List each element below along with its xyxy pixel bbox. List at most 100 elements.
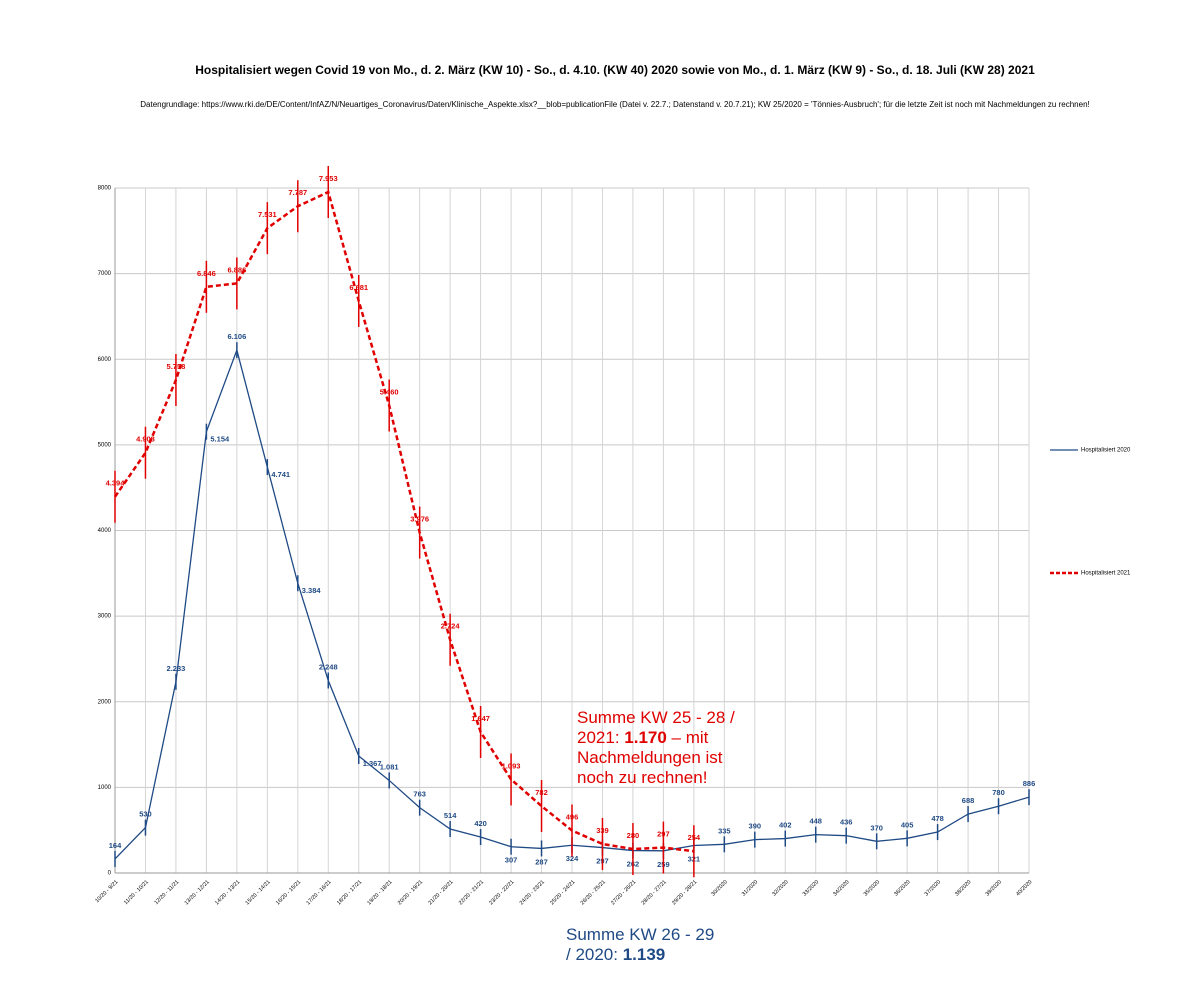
data-label: 4.394 (106, 479, 126, 488)
chart-title: Hospitalisiert wegen Covid 19 von Mo., d… (195, 63, 1035, 77)
data-label: 782 (535, 788, 548, 797)
legend-label: Hospitalisiert 2021 (1081, 571, 1131, 577)
x-tick-label: 33/2020 (802, 879, 820, 897)
x-tick-label: 40/2020 (1015, 879, 1033, 897)
y-tick-label: 4000 (98, 528, 112, 534)
x-tick-label: 23/20 - 22/21 (488, 879, 515, 906)
annotation-bold: 1.170 (624, 728, 667, 747)
x-tick-label: 29/20 - 28/21 (671, 879, 698, 906)
x-tick-label: 38/2020 (954, 879, 972, 897)
x-tick-label: 24/20 - 23/21 (519, 879, 546, 906)
annotation-bold: 1.139 (622, 945, 666, 964)
data-label: 297 (657, 830, 670, 839)
data-label: 254 (688, 833, 701, 842)
x-tick-label: 16/20 - 15/21 (275, 879, 302, 906)
data-label: 390 (749, 822, 762, 831)
data-label: 6.846 (197, 269, 216, 278)
data-label: 1.093 (502, 761, 521, 770)
data-label: 5.460 (380, 387, 399, 396)
x-tick-label: 32/2020 (771, 879, 789, 897)
x-tick-label: 18/20 - 17/21 (336, 879, 363, 906)
x-tick-label: 22/20 - 21/21 (458, 879, 485, 906)
data-label: 3.976 (410, 515, 429, 524)
y-tick-label: 7000 (98, 271, 112, 277)
x-tick-label: 30/2020 (710, 879, 728, 897)
y-tick-label: 2000 (98, 699, 112, 705)
data-label: 4.741 (271, 470, 290, 479)
legend-label: Hospitalisiert 2020 (1081, 448, 1131, 454)
data-label: 287 (535, 857, 548, 866)
data-label: 5.758 (167, 362, 186, 371)
data-label: 405 (901, 820, 914, 829)
y-tick-label: 8000 (98, 186, 112, 192)
x-tick-label: 27/20 - 26/21 (610, 879, 637, 906)
x-tick-label: 12/20 - 11/21 (153, 879, 180, 906)
x-tick-label: 13/20 - 12/21 (184, 879, 211, 906)
data-label: 478 (931, 814, 944, 823)
y-tick-label: 1000 (98, 785, 112, 791)
x-tick-label: 31/2020 (741, 879, 759, 897)
data-label: 3.384 (302, 586, 322, 595)
series-line (113, 190, 695, 853)
data-label: 2.724 (441, 622, 461, 631)
data-label: 436 (840, 818, 853, 827)
x-tick-label: 15/20 - 14/21 (245, 879, 272, 906)
data-label: 6.681 (349, 283, 368, 292)
annotation-text: – mit Nachmeldungen ist noch zu rechnen! (577, 728, 723, 787)
x-tick-label: 28/20 - 27/21 (641, 879, 668, 906)
x-tick-label: 25/20 - 24/21 (549, 879, 576, 906)
y-tick-label: 5000 (98, 442, 112, 448)
data-label: 324 (566, 854, 579, 863)
data-label: 763 (413, 790, 426, 799)
y-tick-label: 0 (108, 871, 112, 877)
x-tick-label: 11/20 - 10/21 (123, 879, 150, 906)
data-label: 6.886 (227, 265, 246, 274)
x-tick-label: 10/20 - 9/21 (94, 879, 119, 904)
x-tick-label: 14/20 - 13/21 (214, 879, 241, 906)
data-label: 4.908 (136, 435, 155, 444)
y-tick-label: 3000 (98, 614, 112, 620)
x-tick-label: 20/20 - 19/21 (397, 879, 424, 906)
data-label: 530 (139, 810, 152, 819)
x-tick-label: 36/2020 (893, 879, 911, 897)
data-label: 2.248 (319, 662, 338, 671)
x-tick-label: 39/2020 (985, 879, 1003, 897)
data-label: 335 (718, 826, 731, 835)
data-label: 1.081 (380, 762, 399, 771)
data-label: 780 (992, 788, 1005, 797)
x-tick-label: 17/20 - 16/21 (306, 879, 333, 906)
x-tick-label: 37/2020 (924, 879, 942, 897)
annotation-text: Summe KW 26 - 29 / 2020: (566, 925, 715, 964)
data-label: 339 (596, 826, 609, 835)
x-tick-label: 35/2020 (863, 879, 881, 897)
data-label: 7.531 (258, 210, 277, 219)
data-label: 2.233 (167, 664, 186, 673)
data-label: 688 (962, 796, 975, 805)
annotation: Summe KW 26 - 29 / 2020: 1.139 (566, 925, 716, 965)
data-label: 886 (1023, 779, 1036, 788)
data-label: 370 (870, 823, 883, 832)
data-label: 307 (505, 856, 518, 865)
data-label: 402 (779, 821, 792, 830)
data-label: 5.154 (210, 435, 230, 444)
data-label: 514 (444, 811, 457, 820)
chart-subtitle: Datengrundlage: https://www.rki.de/DE/Co… (140, 100, 1089, 109)
data-label: 420 (474, 819, 487, 828)
x-tick-label: 34/2020 (832, 879, 850, 897)
x-tick-label: 19/20 - 18/21 (366, 879, 393, 906)
annotation: Summe KW 25 - 28 / 2021: 1.170 – mit Nac… (577, 708, 757, 788)
annotation-text: Summe KW 25 - 28 / 2021: (577, 708, 735, 747)
data-label: 164 (109, 841, 122, 850)
data-label: 6.106 (227, 332, 246, 341)
x-tick-label: 26/20 - 25/21 (580, 879, 607, 906)
data-label: 280 (627, 831, 640, 840)
data-label: 496 (566, 813, 579, 822)
data-label: 448 (809, 817, 822, 826)
data-label: 7.787 (288, 188, 307, 197)
data-label: 7.953 (319, 174, 338, 183)
data-label: 1.647 (471, 714, 490, 723)
data-label: 1.367 (363, 759, 382, 768)
y-tick-label: 6000 (98, 357, 112, 363)
